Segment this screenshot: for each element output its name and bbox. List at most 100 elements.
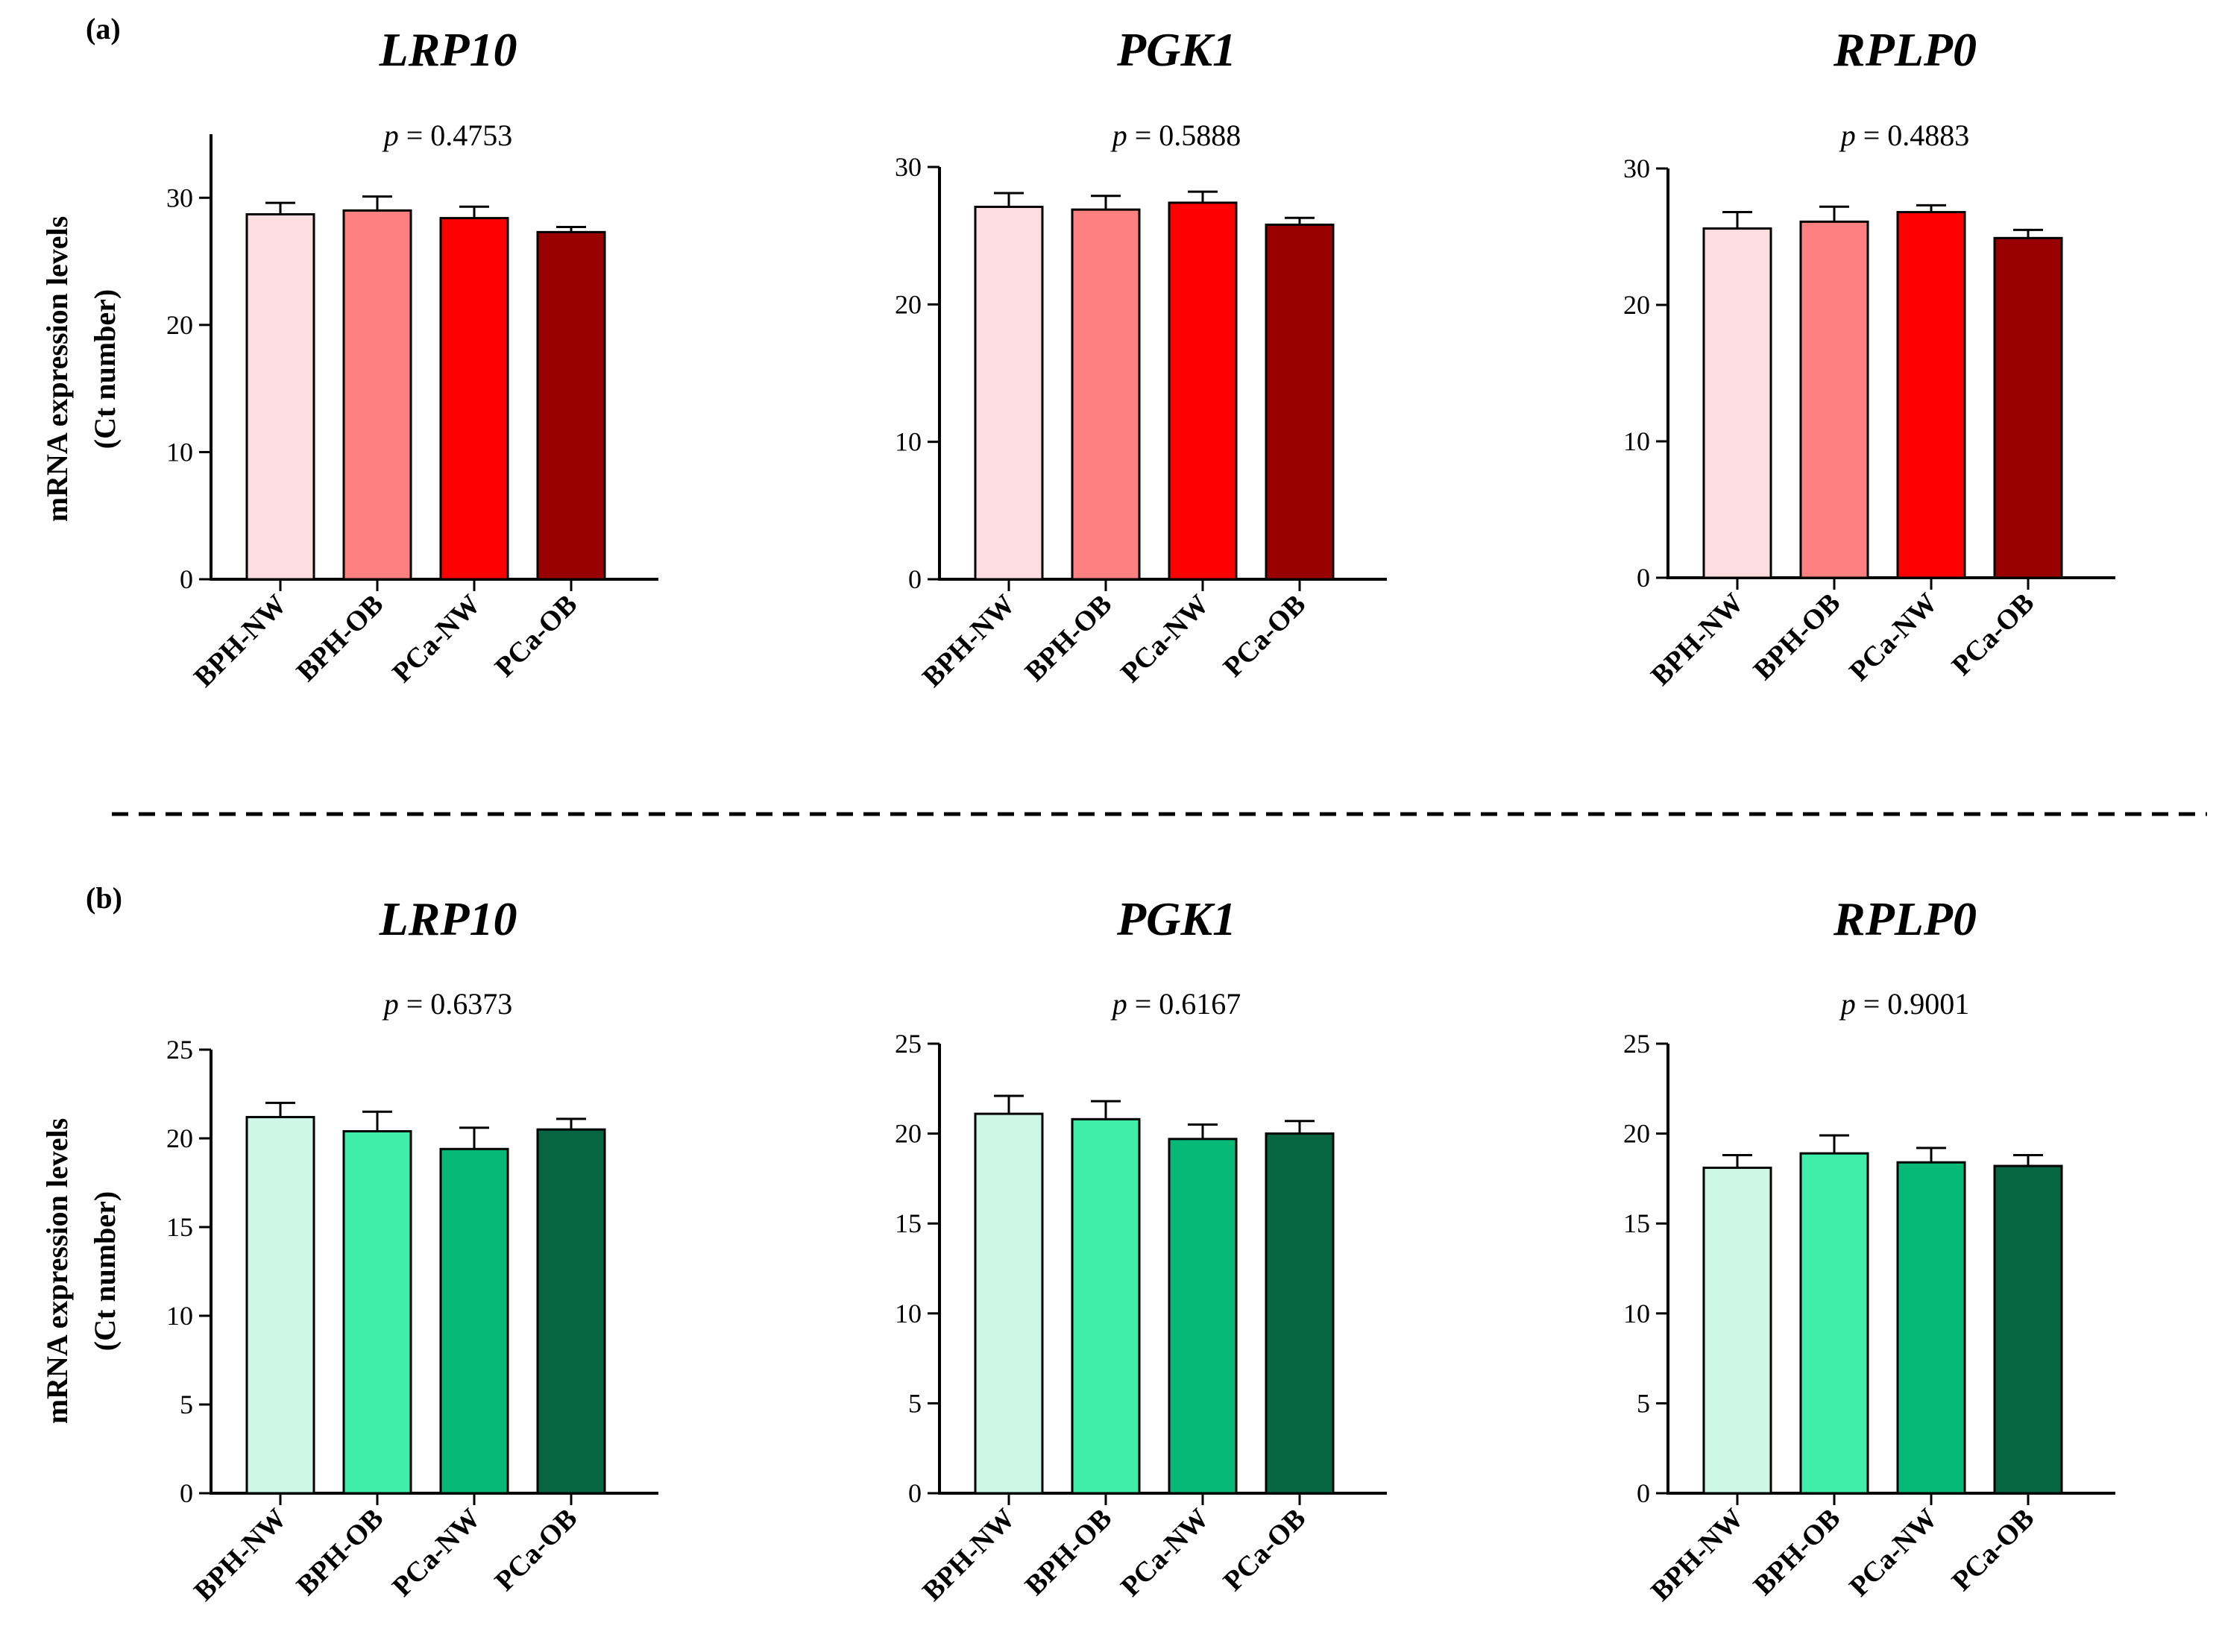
chart-1-ytick-label: 30: [166, 183, 193, 212]
chart-5-bar-BPH-NW: [974, 1112, 1044, 1495]
chart-5-xtick-label: PCa-OB: [1218, 1503, 1312, 1598]
panel-label-b: (b): [86, 881, 122, 915]
chart-4-p-symbol: p: [382, 987, 399, 1021]
chart-4-p-value: p = 0.6373: [382, 987, 513, 1021]
chart-5-xtick-label: BPH-OB: [1019, 1503, 1118, 1602]
chart-3-ytick-label: 0: [1637, 563, 1650, 593]
chart-6-ytick-label: 25: [1623, 1029, 1650, 1059]
chart-5-ytick-label: 25: [895, 1029, 922, 1059]
chart-5-bar-PCa-OB: [1265, 1132, 1335, 1495]
chart-2-ytick-label: 10: [895, 427, 922, 457]
chart-2-title: PGK1: [1116, 23, 1236, 76]
chart-5-ytick-label: 10: [895, 1299, 922, 1328]
chart-6-ytick-label: 0: [1637, 1478, 1650, 1508]
chart-2-xtick-label: PCa-NW: [1115, 589, 1215, 689]
chart-2-ytick-label: 20: [895, 289, 922, 319]
chart-5-p-symbol: p: [1110, 987, 1127, 1021]
chart-3-bar-BPH-NW: [1702, 227, 1772, 579]
chart-5-p-value: p = 0.6167: [1110, 987, 1241, 1021]
chart-1: LRP10 p = 0.4753 0 10 20 30 BPH-NWBPH-OBPCa-NW…: [166, 23, 658, 693]
chart-6-xtick-label: BPH-NW: [1645, 1503, 1749, 1607]
chart-1-xtick-label: BPH-OB: [291, 589, 390, 688]
chart-5-p-eq: =: [1127, 987, 1159, 1021]
chart-2-xtick-label: BPH-NW: [916, 589, 1021, 693]
chart-1-bar-PCa-OB: [536, 230, 606, 581]
chart-3-xtick-label: PCa-NW: [1843, 587, 1943, 687]
chart-3-ytick-label: 20: [1623, 290, 1650, 320]
chart-2-p-symbol: p: [1110, 119, 1127, 152]
chart-5-xtick-label: BPH-NW: [916, 1503, 1021, 1607]
chart-3-p-eq: =: [1856, 119, 1888, 152]
chart-1-xtick-label: PCa-NW: [386, 589, 486, 689]
chart-2-bar-BPH-NW: [974, 205, 1044, 581]
chart-4-title: LRP10: [379, 892, 517, 945]
chart-3: RPLP0 p = 0.4883 0 10 20 30 BPH-NWBPH-OBPCa-NW…: [1623, 23, 2115, 692]
chart-2-bar-PCa-NW: [1168, 201, 1238, 581]
chart-6-ytick-label: 10: [1623, 1299, 1650, 1328]
chart-4-ytick-label: 0: [180, 1478, 193, 1508]
chart-2-p-number: 0.5888: [1159, 119, 1241, 152]
ylabel-a-line1: mRNA expression levels: [40, 216, 74, 522]
chart-1-p-symbol: p: [382, 119, 399, 152]
chart-5-xtick-label: PCa-NW: [1115, 1503, 1215, 1603]
chart-6-bar-PCa-OB: [1993, 1164, 2063, 1495]
chart-4-xtick-label: BPH-OB: [291, 1503, 390, 1602]
chart-2-bar-BPH-OB: [1071, 208, 1141, 581]
chart-4-p-number: 0.6373: [430, 987, 512, 1021]
chart-6-xtick-label: PCa-NW: [1843, 1503, 1943, 1603]
chart-2-bar-PCa-OB: [1265, 223, 1335, 581]
ylabel-a: mRNA expression levels (Ct number): [40, 216, 122, 522]
chart-6-ytick-label: 5: [1637, 1388, 1650, 1418]
ylabel-b: mRNA expression levels (Ct number): [40, 1118, 122, 1424]
chart-4-xtick-label: PCa-OB: [489, 1503, 584, 1598]
chart-6-xtick-label: PCa-OB: [1946, 1503, 2041, 1598]
chart-6-ytick-label: 20: [1623, 1119, 1650, 1149]
chart-4-bar-BPH-NW: [245, 1115, 315, 1495]
chart-4-ytick-label: 25: [166, 1035, 193, 1065]
chart-4-xtick-label: PCa-NW: [386, 1503, 486, 1603]
chart-4-bar-PCa-OB: [536, 1128, 606, 1495]
chart-3-title: RPLP0: [1833, 23, 1977, 76]
ylabel-a-line2: (Ct number): [88, 289, 122, 449]
chart-6-bar-BPH-OB: [1799, 1152, 1869, 1495]
chart-4-p-eq: =: [399, 987, 431, 1021]
chart-3-ytick-label: 30: [1623, 154, 1650, 183]
chart-3-p-value: p = 0.4883: [1839, 119, 1970, 152]
chart-6-p-eq: =: [1856, 987, 1888, 1021]
ylabel-b-line1: mRNA expression levels: [40, 1118, 74, 1424]
chart-6-title: RPLP0: [1833, 892, 1977, 945]
chart-6-xtick-label: BPH-OB: [1748, 1503, 1847, 1602]
chart-4-ytick-label: 10: [166, 1301, 193, 1331]
chart-1-p-eq: =: [399, 119, 431, 152]
chart-5-ytick-label: 5: [908, 1388, 922, 1418]
chart-1-ytick-label: 20: [166, 310, 193, 340]
chart-3-p-number: 0.4883: [1887, 119, 1969, 152]
chart-5-bar-BPH-OB: [1071, 1117, 1141, 1495]
chart-4-xtick-label: BPH-NW: [188, 1503, 292, 1607]
chart-6-bar-PCa-NW: [1896, 1161, 1966, 1495]
chart-1-ytick-label: 0: [180, 564, 193, 594]
chart-5-ytick-label: 20: [895, 1119, 922, 1149]
chart-5-ytick-label: 0: [908, 1478, 922, 1508]
chart-3-ytick-label: 10: [1623, 426, 1650, 456]
chart-2-ytick-label: 0: [908, 564, 922, 594]
chart-5-ytick-label: 15: [895, 1208, 922, 1238]
chart-2-ytick-label: 30: [895, 152, 922, 182]
chart-4-ytick-label: 20: [166, 1123, 193, 1153]
chart-4-bar-BPH-OB: [342, 1129, 412, 1495]
ylabel-b-line2: (Ct number): [88, 1191, 122, 1351]
chart-5-title: PGK1: [1116, 892, 1236, 945]
chart-3-bar-BPH-OB: [1799, 220, 1869, 579]
chart-2-xtick-label: PCa-OB: [1218, 589, 1312, 684]
chart-6-p-value: p = 0.9001: [1839, 987, 1970, 1021]
chart-6-ytick-label: 15: [1623, 1208, 1650, 1238]
chart-2-p-eq: =: [1127, 119, 1159, 152]
chart-1-p-number: 0.4753: [430, 119, 512, 152]
chart-3-xtick-label: PCa-OB: [1946, 587, 2041, 682]
chart-6-bar-BPH-NW: [1702, 1166, 1772, 1495]
